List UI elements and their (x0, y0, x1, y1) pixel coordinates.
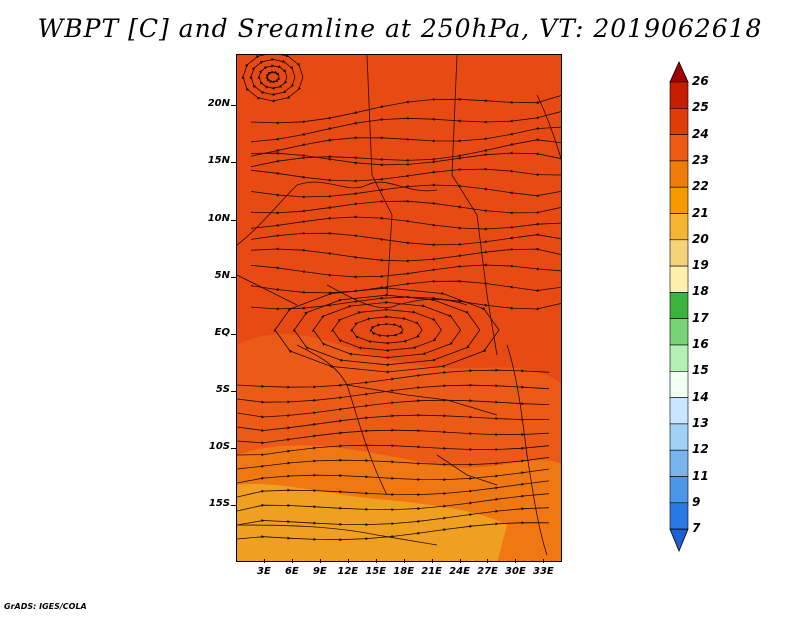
grads-credit: GrADS: IGES/COLA (4, 602, 87, 611)
lat-tick-mark (231, 276, 236, 278)
streamline (250, 167, 561, 183)
colorbar-label: 9 (692, 494, 701, 509)
colorbar-segment (669, 449, 689, 477)
lon-tick-label: 12E (337, 566, 359, 577)
streamline (250, 151, 561, 167)
lon-tick-mark (291, 559, 293, 563)
lon-tick-mark (403, 559, 405, 563)
wbpt-streamline-map (237, 55, 561, 561)
lon-tick-label: 3E (257, 566, 271, 577)
colorbar-label: 24 (692, 126, 709, 141)
colorbar-label: 12 (692, 442, 709, 457)
streamline (237, 521, 550, 542)
lon-tick-label: 15E (365, 566, 387, 577)
colorbar-label: 20 (692, 231, 709, 246)
colorbar-segment (669, 265, 689, 293)
lon-tick-label: 18E (393, 566, 415, 577)
streamline (237, 468, 550, 484)
lon-tick-label: 9E (312, 566, 327, 577)
streamline (250, 231, 561, 247)
colorbar-label: 26 (692, 74, 709, 88)
lon-tick-label: 6E (284, 566, 299, 577)
colorbar-label: 21 (692, 205, 709, 220)
colorbar-segment (669, 397, 689, 425)
colorbar-segment (669, 239, 689, 267)
lon-tick-mark (515, 559, 517, 563)
streamline (241, 55, 304, 103)
lat-tick-mark (231, 105, 236, 107)
colorbar-segment (669, 213, 689, 241)
colorbar-segment (669, 107, 689, 135)
lon-tick-label: 30E (505, 566, 526, 577)
streamline (250, 263, 561, 279)
lat-tick-label: 10N (207, 212, 230, 224)
lat-tick-label: 5S (215, 383, 230, 395)
lat-tick-mark (231, 504, 236, 506)
streamline (237, 480, 550, 498)
colorbar-bottom-arrow (669, 528, 689, 553)
colorbar-top-arrow (669, 61, 689, 83)
lon-tick-mark (375, 559, 377, 563)
streamline (237, 443, 550, 457)
lat-tick-mark (231, 162, 236, 164)
streamline (250, 247, 561, 263)
colorbar-segment (669, 502, 689, 530)
streamline (237, 457, 550, 470)
colorbar-label: 22 (692, 179, 709, 194)
lat-tick-label: 10S (208, 440, 230, 452)
streamlines (237, 55, 561, 542)
lat-tick-label: 15S (208, 497, 230, 509)
colorbar-segment (669, 292, 689, 319)
streamline (250, 199, 561, 215)
lon-tick-label: 21E (421, 566, 442, 577)
colorbar-label: 13 (692, 415, 709, 430)
colorbar-segment (669, 344, 689, 372)
lat-tick-label: 5N (214, 269, 230, 281)
lon-tick-mark (263, 559, 265, 563)
map-panel (236, 54, 562, 562)
colorbar-label: 14 (692, 389, 709, 404)
lon-tick-label: 27E (477, 566, 498, 577)
colorbar-label: 23 (692, 152, 709, 167)
chart-title: WBPT [C] and Sreamline at 250hPa, VT: 20… (37, 14, 763, 43)
lon-tick-label: 33E (532, 566, 554, 577)
streamline (250, 183, 561, 199)
colorbar-segment (669, 476, 689, 504)
colorbar-label: 7 (692, 521, 701, 536)
lon-tick-mark (459, 559, 461, 563)
colorbar-segment (669, 370, 689, 398)
color-scale-bar (669, 61, 689, 553)
lon-tick-mark (543, 559, 545, 563)
colorbar-label: 18 (692, 284, 709, 299)
colorbar-segment (669, 134, 689, 162)
lat-tick-mark (231, 333, 236, 335)
lon-tick-mark (347, 559, 349, 563)
lat-tick-label: EQ (214, 326, 230, 338)
colorbar-label: 15 (692, 363, 709, 378)
colorbar-label: 25 (692, 100, 709, 115)
colorbar-segment (669, 423, 689, 451)
lon-tick-label: 24E (449, 566, 470, 577)
colorbar-label: 16 (692, 337, 709, 351)
lat-tick-label: 15N (207, 155, 230, 167)
lat-tick-mark (231, 219, 236, 221)
streamline (250, 215, 561, 231)
lat-tick-mark (231, 447, 236, 449)
lon-tick-mark (487, 559, 489, 563)
colorbar-segment (669, 186, 689, 214)
colorbar-label: 11 (692, 468, 709, 483)
lat-tick-mark (231, 390, 236, 392)
lat-tick-label: 20N (207, 98, 230, 110)
streamline (237, 413, 550, 433)
streamline (273, 286, 500, 374)
colorbar-label: 17 (692, 310, 709, 325)
streamline (237, 428, 550, 445)
lon-tick-mark (319, 559, 321, 563)
lon-tick-mark (431, 559, 433, 563)
colorbar-segment (669, 81, 689, 109)
colorbar-segment (669, 318, 689, 346)
colorbar-label: 19 (692, 258, 709, 273)
colorbar-segment (669, 160, 689, 188)
